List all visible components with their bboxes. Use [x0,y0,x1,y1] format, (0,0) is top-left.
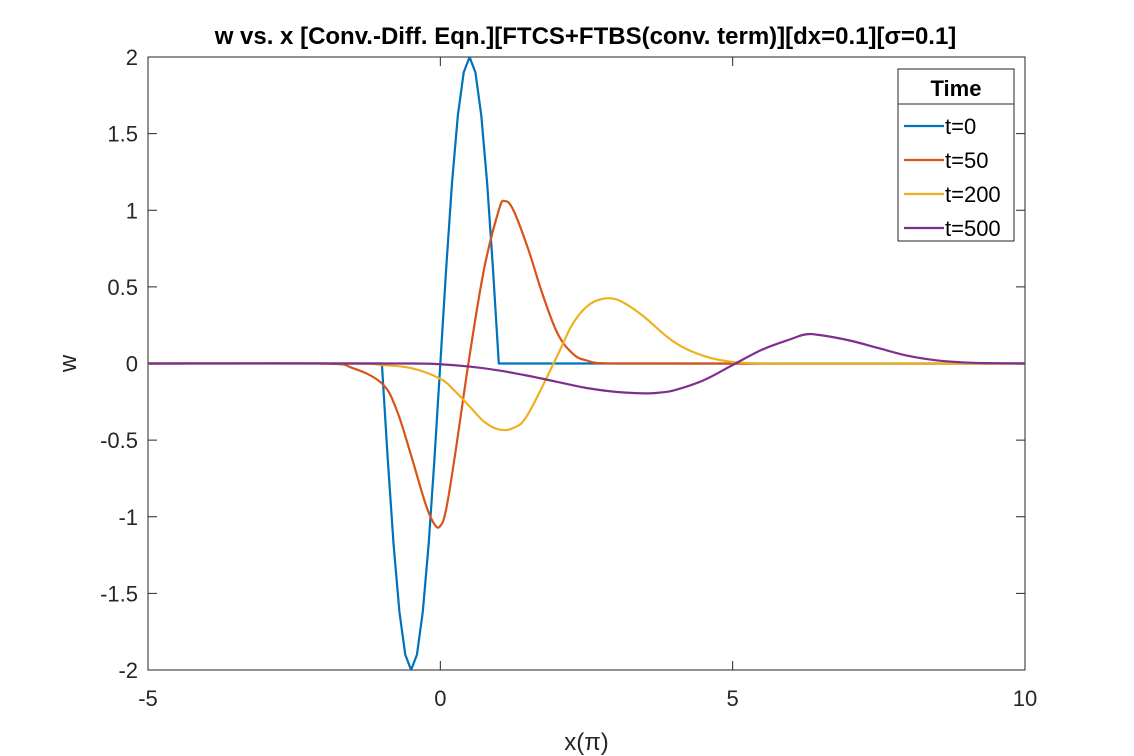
y-tick-label: 0.5 [107,275,138,300]
legend-entry-2: t=200 [945,182,1001,207]
series-line-3 [148,332,1025,395]
x-tick-label: -5 [138,686,158,711]
legend-entry-3: t=500 [945,216,1001,241]
legend-title: Time [931,76,982,101]
y-axis-label: w [55,354,82,373]
y-tick-label: -1 [118,505,138,530]
y-tick-label: 1 [126,198,138,223]
y-tick-label: -2 [118,658,138,683]
series-line-1 [148,199,1025,529]
x-axis-label: x(π) [564,729,609,756]
legend-entry-0: t=0 [945,114,976,139]
axis-ticks: -5 0 5 10 2 1.5 1 0.5 0 -0.5 -1 -1.5 -2 [100,45,1037,711]
chart-title: w vs. x [Conv.-Diff. Eqn.][FTCS+FTBS(con… [214,23,957,50]
legend-entry-1: t=50 [945,148,988,173]
y-tick-label: 0 [126,352,138,377]
series-layer [148,57,1025,670]
y-tick-label: -0.5 [100,428,138,453]
x-tick-label: 10 [1013,686,1037,711]
y-tick-label: 2 [126,45,138,70]
legend: Time t=0 t=50 t=200 t=500 [897,68,1015,242]
legend-box [897,68,1015,242]
x-tick-label: 0 [434,686,446,711]
series-line-2 [148,297,1025,432]
x-tick-label: 5 [727,686,739,711]
y-tick-label: 1.5 [107,122,138,147]
y-tick-label: -1.5 [100,581,138,606]
